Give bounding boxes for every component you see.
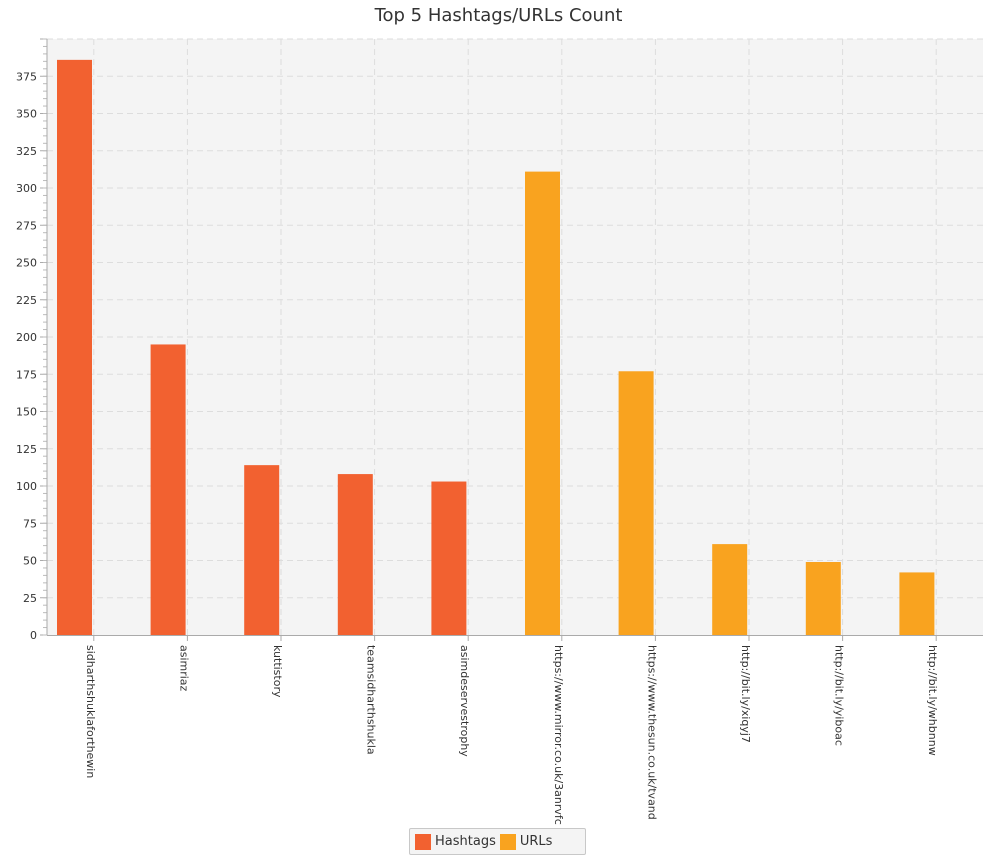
y-tick-label: 375 <box>16 70 37 83</box>
y-tick-label: 200 <box>16 331 37 344</box>
x-tick-label: teamsidharthshukla <box>365 645 378 755</box>
legend-label-hashtags: Hashtags <box>435 834 496 849</box>
y-tick-label: 275 <box>16 219 37 232</box>
y-tick-label: 250 <box>16 257 37 270</box>
y-tick-label: 50 <box>23 555 37 568</box>
y-tick-label: 0 <box>30 629 37 642</box>
bar-hashtags <box>244 465 280 635</box>
chart-title: Top 5 Hashtags/URLs Count <box>374 5 623 26</box>
x-tick-label: https://www.thesun.co.uk/tvand <box>645 645 658 820</box>
bars <box>57 59 935 636</box>
x-tick-label: https://www.mirror.co.uk/3anrvfc <box>552 645 565 825</box>
legend-swatch-urls <box>499 833 516 850</box>
bar-urls <box>805 561 841 635</box>
x-tick-label: http://bit.ly/yiboac <box>833 645 846 746</box>
y-tick-labels: 0 25 50 75 100 125 150 175 200 225 250 275 300 325 350… <box>16 70 37 642</box>
legend: Hashtags URLs <box>409 828 586 855</box>
x-tick-label: asimdeservestrophy <box>458 645 471 757</box>
y-tick-label: 175 <box>16 368 37 381</box>
bar-urls <box>525 171 560 636</box>
legend-label-urls: URLs <box>519 834 553 849</box>
axes <box>40 38 983 641</box>
bar-urls <box>618 371 654 635</box>
bar-hashtags <box>57 59 92 636</box>
legend-item-hashtags: Hashtags <box>415 833 496 850</box>
x-tick-labels: sidharthshuklaforthewin asimriaz kuttistor… <box>84 645 939 825</box>
bar-hashtags <box>150 344 186 635</box>
y-tick-label: 325 <box>16 145 37 158</box>
legend-swatch-hashtags <box>415 833 431 850</box>
legend-item-urls: URLs <box>499 833 553 850</box>
x-tick-label: sidharthshuklaforthewin <box>84 645 97 778</box>
y-tick-label: 100 <box>16 480 37 493</box>
bar-urls <box>712 544 748 635</box>
bar-hashtags <box>431 481 467 635</box>
x-tick-label: http://bit.ly/xiqyj7 <box>739 645 752 743</box>
bar-urls <box>899 572 935 635</box>
x-tick-label: http://bit.ly/whbnnw <box>926 645 939 756</box>
bar-hashtags <box>337 474 373 635</box>
y-tick-label: 125 <box>16 443 37 456</box>
y-tick-label: 300 <box>16 182 37 195</box>
y-tick-label: 75 <box>23 517 37 530</box>
y-tick-label: 225 <box>16 294 37 307</box>
y-tick-label: 25 <box>23 592 37 605</box>
x-tick-label: kuttistory <box>271 645 284 698</box>
y-tick-label: 350 <box>16 108 37 121</box>
y-tick-label: 150 <box>16 406 37 419</box>
x-tick-label: asimriaz <box>177 645 190 692</box>
